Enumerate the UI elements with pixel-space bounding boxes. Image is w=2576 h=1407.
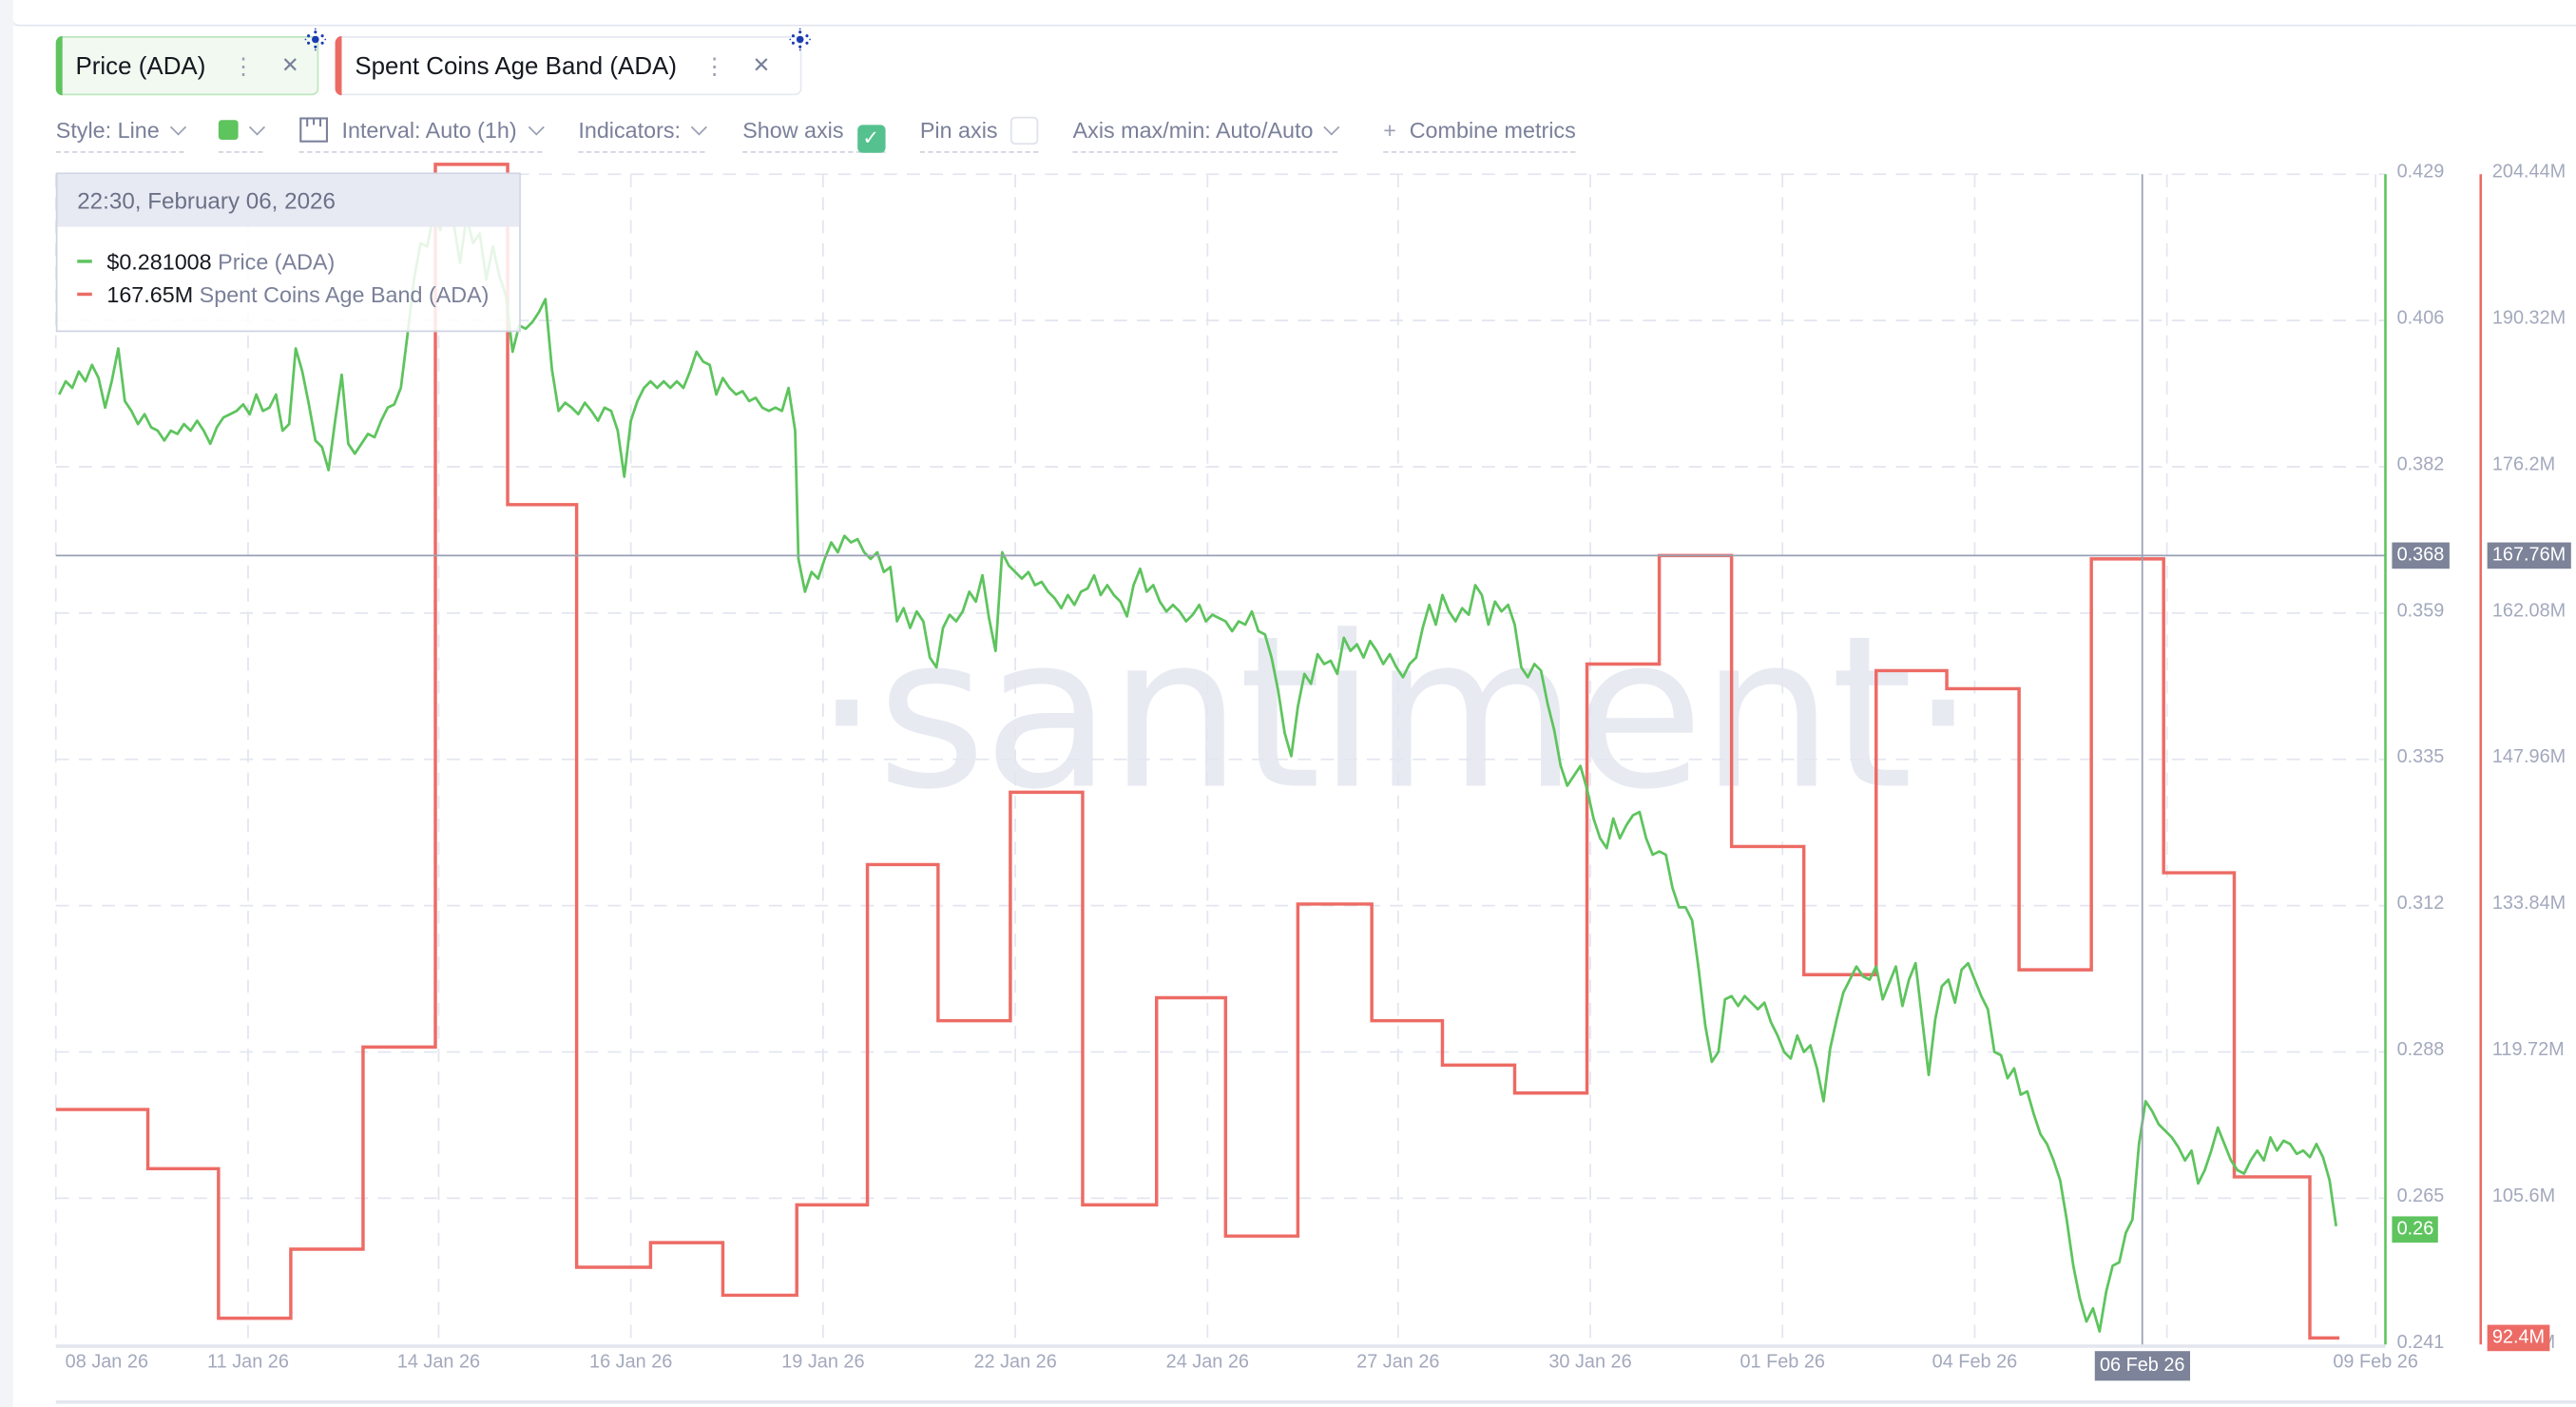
metric-color-bar [55, 36, 63, 96]
metric-color-bar [335, 36, 342, 96]
color-swatch [218, 120, 239, 140]
tooltip-metric-name: Price (ADA) [218, 249, 336, 275]
x-tick: 01 Feb 26 [1740, 1352, 1825, 1373]
kebab-icon[interactable]: ⋮ [232, 51, 256, 79]
y-tick: 0.241 [2396, 1333, 2445, 1353]
y-tick: 0.265 [2396, 1186, 2445, 1207]
tooltip-date: 22:30, February 06, 2026 [57, 174, 520, 227]
pin-axis-label: Pin axis [919, 118, 998, 144]
tooltip-value: 167.65M [106, 282, 194, 308]
cardano-icon [789, 28, 811, 51]
y-tick: 105.6M [2491, 1186, 2556, 1207]
pin-axis-toggle[interactable]: Pin axis [919, 115, 1039, 153]
crosshair-price-badge: 0.368 [2392, 542, 2450, 569]
y-tick: 0.429 [2396, 163, 2445, 183]
axis-maxmin-label: Axis max/min: Auto/Auto [1072, 118, 1314, 144]
x-tick: 11 Jan 26 [207, 1352, 289, 1373]
metric-tab-price[interactable]: Price (ADA) ⋮ ✕ [55, 36, 319, 96]
y-tick: 0.312 [2396, 894, 2445, 915]
kebab-icon[interactable]: ⋮ [702, 51, 726, 79]
ruler-icon [299, 117, 328, 143]
y-tick: 133.84M [2491, 894, 2566, 915]
grid-vertical [54, 174, 2377, 1345]
show-axis-checkbox[interactable]: ✓ [856, 125, 885, 153]
plus-icon: + [1383, 118, 1396, 144]
legend-swatch [77, 260, 92, 263]
y-tick: 0.406 [2396, 309, 2445, 329]
indicators-dropdown[interactable]: Indicators: [578, 115, 708, 153]
y-tick: 176.2M [2491, 454, 2556, 475]
y-tick: 204.44M [2491, 163, 2566, 183]
tooltip-metric-name: Spent Coins Age Band (ADA) [199, 282, 490, 308]
x-tick: 30 Jan 26 [1548, 1352, 1632, 1373]
x-tick: 16 Jan 26 [589, 1352, 673, 1373]
color-dropdown[interactable] [218, 115, 266, 153]
chart-toolbar: Style: Line Interval: Auto (1h) Indicato… [0, 115, 1643, 154]
y-tick: 147.96M [2491, 747, 2566, 768]
tooltip-value: $0.281008 [106, 249, 212, 275]
y-tick: 0.288 [2396, 1040, 2445, 1061]
crosshair-date-badge: 06 Feb 26 [2094, 1351, 2190, 1381]
interval-dropdown[interactable]: Interval: Auto (1h) [298, 115, 545, 153]
x-tick: 27 Jan 26 [1356, 1352, 1440, 1373]
close-icon[interactable]: ✕ [280, 52, 299, 78]
y-tick: 0.382 [2396, 454, 2445, 475]
axis-maxmin-dropdown[interactable]: Axis max/min: Auto/Auto [1072, 115, 1340, 153]
combine-metrics-button[interactable]: + Combine metrics [1383, 115, 1576, 153]
y-tick: 162.08M [2491, 601, 2566, 622]
style-dropdown[interactable]: Style: Line [55, 115, 187, 153]
show-axis-toggle[interactable]: Show axis ✓ [742, 115, 885, 153]
chart-tooltip: 22:30, February 06, 2026 $0.281008 Price… [55, 172, 521, 333]
combine-metrics-label: Combine metrics [1409, 118, 1576, 144]
last-scab-badge: 92.4M [2487, 1324, 2550, 1352]
crosshair-scab-badge: 167.76M [2487, 542, 2571, 569]
show-axis-label: Show axis [742, 118, 844, 144]
pin-axis-checkbox[interactable] [1010, 116, 1039, 145]
metric-tab-label: Spent Coins Age Band (ADA) [355, 51, 677, 80]
x-tick: 19 Jan 26 [781, 1352, 865, 1373]
style-label: Style: Line [55, 118, 160, 144]
spent-coins-series [55, 163, 2340, 1340]
y-tick: 190.32M [2491, 309, 2566, 329]
bottom-divider [55, 1400, 2576, 1404]
interval-label: Interval: Auto (1h) [341, 118, 517, 144]
x-tick: 14 Jan 26 [396, 1352, 481, 1373]
x-tick: 08 Jan 26 [65, 1352, 148, 1373]
indicators-label: Indicators: [578, 118, 682, 144]
price-series [57, 196, 2338, 1333]
x-tick: 04 Feb 26 [1932, 1352, 2018, 1373]
cardano-icon [304, 28, 327, 51]
y-tick: 0.335 [2396, 747, 2445, 768]
top-bar [12, 0, 2576, 27]
close-icon[interactable]: ✕ [752, 52, 771, 78]
x-tick: 24 Jan 26 [1165, 1352, 1249, 1373]
y-tick: 119.72M [2491, 1040, 2565, 1061]
x-tick: 22 Jan 26 [973, 1352, 1057, 1373]
last-price-badge: 0.26 [2392, 1216, 2439, 1243]
tooltip-row-price: $0.281008 Price (ADA) [77, 246, 519, 279]
y-tick: 0.359 [2396, 601, 2445, 622]
legend-swatch [77, 292, 92, 297]
metric-tab-label: Price (ADA) [75, 51, 206, 80]
tooltip-row-scab: 167.65M Spent Coins Age Band (ADA) [77, 279, 519, 313]
metric-tab-spent-coins[interactable]: Spent Coins Age Band (ADA) ⋮ ✕ [335, 36, 802, 96]
x-tick: 09 Feb 26 [2333, 1352, 2418, 1373]
